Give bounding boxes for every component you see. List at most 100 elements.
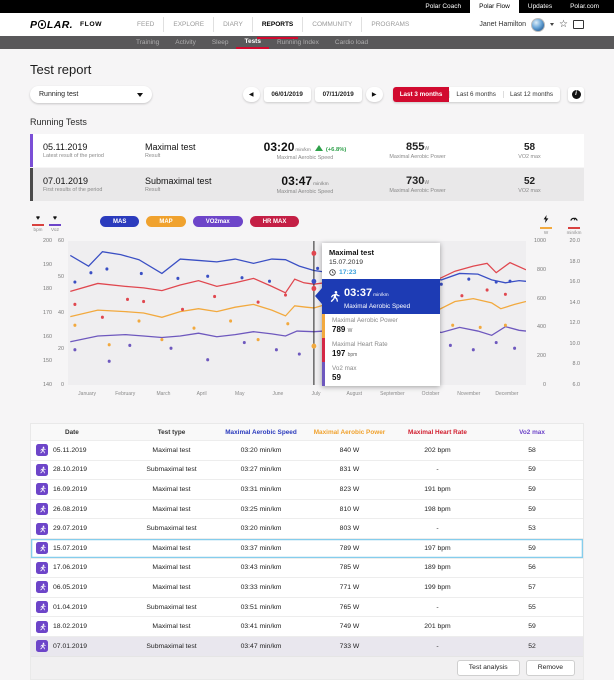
data-point-hr[interactable]	[460, 294, 464, 298]
data-point-map[interactable]	[256, 338, 260, 342]
data-point-map[interactable]	[229, 319, 233, 323]
nav-item-community[interactable]: COMMUNITY	[302, 17, 361, 32]
data-point-mas[interactable]	[206, 274, 210, 278]
data-point-hr[interactable]	[213, 294, 217, 299]
data-point-mas[interactable]	[240, 276, 244, 280]
data-point-mas[interactable]	[467, 277, 471, 281]
range-last-3-months[interactable]: Last 3 months	[392, 87, 450, 102]
running-test-icon[interactable]	[36, 620, 48, 633]
column-header[interactable]: Vo2 max	[519, 428, 545, 436]
data-point-mas[interactable]	[105, 267, 109, 271]
avatar[interactable]	[531, 17, 546, 32]
table-row[interactable]: 18.02.2019 Maximal test 03:41 min/km 749 W 2…	[31, 616, 583, 636]
data-point-vo2[interactable]	[128, 343, 132, 347]
running-test-icon[interactable]	[36, 581, 48, 594]
chart-plot-area[interactable]	[68, 241, 527, 385]
running-test-icon[interactable]	[36, 503, 48, 516]
date-to-field[interactable]: 07/11/2019	[314, 87, 362, 102]
data-point-vo2[interactable]	[73, 348, 77, 352]
data-point-vo2[interactable]	[448, 343, 452, 347]
nav-item-diary[interactable]: DIARY	[213, 17, 252, 32]
legend-pill-mas[interactable]: MAS	[100, 216, 140, 227]
subnav-item-sleep[interactable]: Sleep	[211, 39, 229, 46]
data-point-mas[interactable]	[89, 271, 93, 275]
data-point-mas[interactable]	[508, 279, 512, 283]
favorites-star-icon[interactable]: ☆	[559, 18, 568, 30]
user-name[interactable]: Janet Hamilton	[479, 21, 527, 28]
running-test-icon[interactable]	[36, 444, 48, 457]
running-test-icon[interactable]	[36, 561, 48, 574]
table-row[interactable]: 01.04.2019 Submaximal test 03:51 min/km 765…	[31, 596, 583, 617]
column-header[interactable]: Test type	[157, 428, 186, 436]
data-point-mas[interactable]	[139, 271, 143, 276]
data-point-map[interactable]	[107, 343, 111, 347]
data-point-hr[interactable]	[256, 300, 260, 304]
data-point-map[interactable]	[286, 322, 290, 326]
running-test-icon[interactable]	[36, 483, 48, 496]
chat-icon[interactable]	[573, 20, 584, 29]
running-test-icon[interactable]	[36, 542, 48, 555]
nav-item-reports[interactable]: REPORTS	[251, 17, 302, 39]
data-point-vo2[interactable]	[169, 346, 173, 350]
data-point-map[interactable]	[478, 325, 482, 330]
data-point-hr[interactable]	[284, 293, 287, 297]
remove-button[interactable]: Remove	[525, 659, 575, 676]
data-point-vo2[interactable]	[297, 352, 301, 356]
data-point-vo2[interactable]	[471, 348, 475, 352]
topbar-link-polar-flow[interactable]: Polar Flow	[470, 0, 519, 13]
data-point-map[interactable]	[73, 323, 77, 327]
data-point-map[interactable]	[137, 319, 141, 323]
range-last-6-months[interactable]: Last 6 months	[449, 87, 503, 102]
table-row[interactable]: 16.09.2019 Maximal test 03:31 min/km 823 W 1…	[31, 479, 583, 499]
data-point-vo2[interactable]	[242, 340, 246, 345]
data-point-hr[interactable]	[485, 288, 489, 292]
data-point-mas[interactable]	[316, 266, 320, 271]
table-row[interactable]: 26.08.2019 Maximal test 03:25 min/km 810 W 1…	[31, 498, 583, 519]
info-button[interactable]: i	[568, 87, 584, 102]
data-point-hr[interactable]	[503, 292, 507, 296]
running-test-icon[interactable]	[36, 522, 48, 535]
data-point-vo2[interactable]	[107, 359, 111, 363]
table-row[interactable]: 06.05.2019 Maximal test 03:33 min/km 771 W 1…	[31, 577, 583, 597]
topbar-link-polar-com[interactable]: Polar.com	[570, 3, 599, 10]
data-point-hr[interactable]	[126, 297, 129, 301]
column-header[interactable]: Maximal Aerobic Power	[313, 428, 386, 436]
subnav-item-training[interactable]: Training	[136, 39, 160, 46]
selected-point-mas[interactable]	[311, 278, 317, 284]
table-row[interactable]: 05.11.2019 Maximal test 03:20 min/km 840 W 2…	[31, 440, 583, 460]
running-test-icon[interactable]	[36, 463, 48, 476]
column-header[interactable]: Maximal Heart Rate	[408, 428, 467, 436]
data-point-vo2[interactable]	[206, 358, 210, 362]
polar-flow-logo[interactable]: P LAR. FLOW	[30, 19, 102, 31]
nav-item-feed[interactable]: FEED	[137, 21, 155, 28]
date-from-field[interactable]: 06/01/2019	[263, 87, 311, 102]
subnav-item-running-index[interactable]: Running Index	[276, 39, 319, 46]
next-period-button[interactable]: ▶	[365, 87, 383, 102]
topbar-link-updates[interactable]: Updates	[527, 3, 553, 10]
table-row[interactable]: 28.10.2019 Submaximal test 03:27 min/km 831…	[31, 459, 583, 480]
data-point-mas[interactable]	[268, 279, 271, 283]
data-point-map[interactable]	[503, 323, 507, 327]
data-point-hr[interactable]	[181, 307, 184, 311]
data-point-map[interactable]	[160, 338, 164, 342]
data-point-hr[interactable]	[100, 315, 104, 319]
data-point-vo2[interactable]	[513, 346, 517, 350]
data-point-mas[interactable]	[176, 276, 180, 281]
prev-period-button[interactable]: ◀	[242, 87, 260, 102]
table-row[interactable]: 17.06.2019 Maximal test 03:43 min/km 785 W 1…	[31, 557, 583, 578]
data-point-mas[interactable]	[73, 280, 77, 284]
range-last-12-months[interactable]: Last 12 months	[502, 87, 560, 102]
data-point-hr[interactable]	[142, 299, 146, 304]
nav-item-programs[interactable]: PROGRAMS	[361, 17, 418, 32]
data-point-vo2[interactable]	[494, 340, 498, 345]
selected-point-map[interactable]	[311, 343, 317, 349]
data-point-hr[interactable]	[73, 302, 77, 307]
legend-pill-hrmax[interactable]: HR MAX	[249, 216, 300, 227]
legend-pill-vo2max[interactable]: VO2max	[192, 216, 243, 227]
sport-dropdown[interactable]: Running test	[30, 86, 152, 103]
subnav-item-tests[interactable]: Tests	[236, 36, 269, 49]
test-analysis-button[interactable]: Test analysis	[456, 659, 520, 676]
running-test-icon[interactable]	[36, 640, 48, 653]
table-row[interactable]: 07.01.2019 Submaximal test 03:47 min/km 733…	[31, 635, 583, 656]
nav-item-explore[interactable]: EXPLORE	[163, 17, 213, 32]
